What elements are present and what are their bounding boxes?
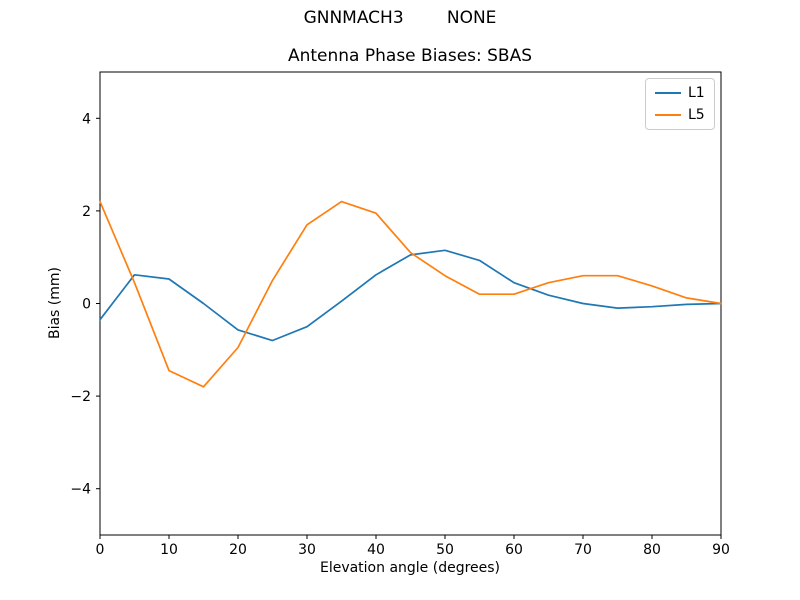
y-tick-label: 4 bbox=[82, 111, 91, 127]
y-tick-label: −2 bbox=[70, 389, 91, 405]
x-tick-label: 70 bbox=[574, 542, 592, 558]
legend-line-swatch-L1 bbox=[655, 92, 681, 94]
x-tick-label: 0 bbox=[96, 542, 105, 558]
series-line-L5 bbox=[99, 200, 722, 388]
chart-title: Antenna Phase Biases: SBAS bbox=[287, 46, 533, 66]
legend-label: L1 bbox=[688, 85, 705, 101]
x-tick-label: 60 bbox=[505, 542, 523, 558]
x-axis-label: Elevation angle (degrees) bbox=[319, 560, 501, 576]
legend-entry-L1: L1 bbox=[655, 86, 705, 100]
x-tick-label: 10 bbox=[160, 542, 178, 558]
x-tick-label: 20 bbox=[229, 542, 247, 558]
y-tick-label: 2 bbox=[82, 204, 91, 220]
series-line-L1 bbox=[99, 249, 722, 342]
x-tick-label: 40 bbox=[367, 542, 385, 558]
x-tick-label: 30 bbox=[298, 542, 316, 558]
x-tick-label: 50 bbox=[436, 542, 454, 558]
legend-label: L5 bbox=[688, 107, 705, 123]
y-axis-label: Bias (mm) bbox=[47, 266, 63, 340]
legend-line-swatch-L5 bbox=[655, 114, 681, 116]
figure-suptitle: GNNMACH3 NONE bbox=[303, 8, 497, 28]
y-tick-label: 0 bbox=[82, 297, 91, 313]
y-tick-label: −4 bbox=[70, 482, 91, 498]
x-tick-label: 90 bbox=[712, 542, 730, 558]
legend-entry-L5: L5 bbox=[655, 108, 705, 122]
legend: L1 L5 bbox=[645, 78, 715, 130]
plot-border bbox=[99, 71, 722, 536]
x-tick-label: 80 bbox=[643, 542, 661, 558]
